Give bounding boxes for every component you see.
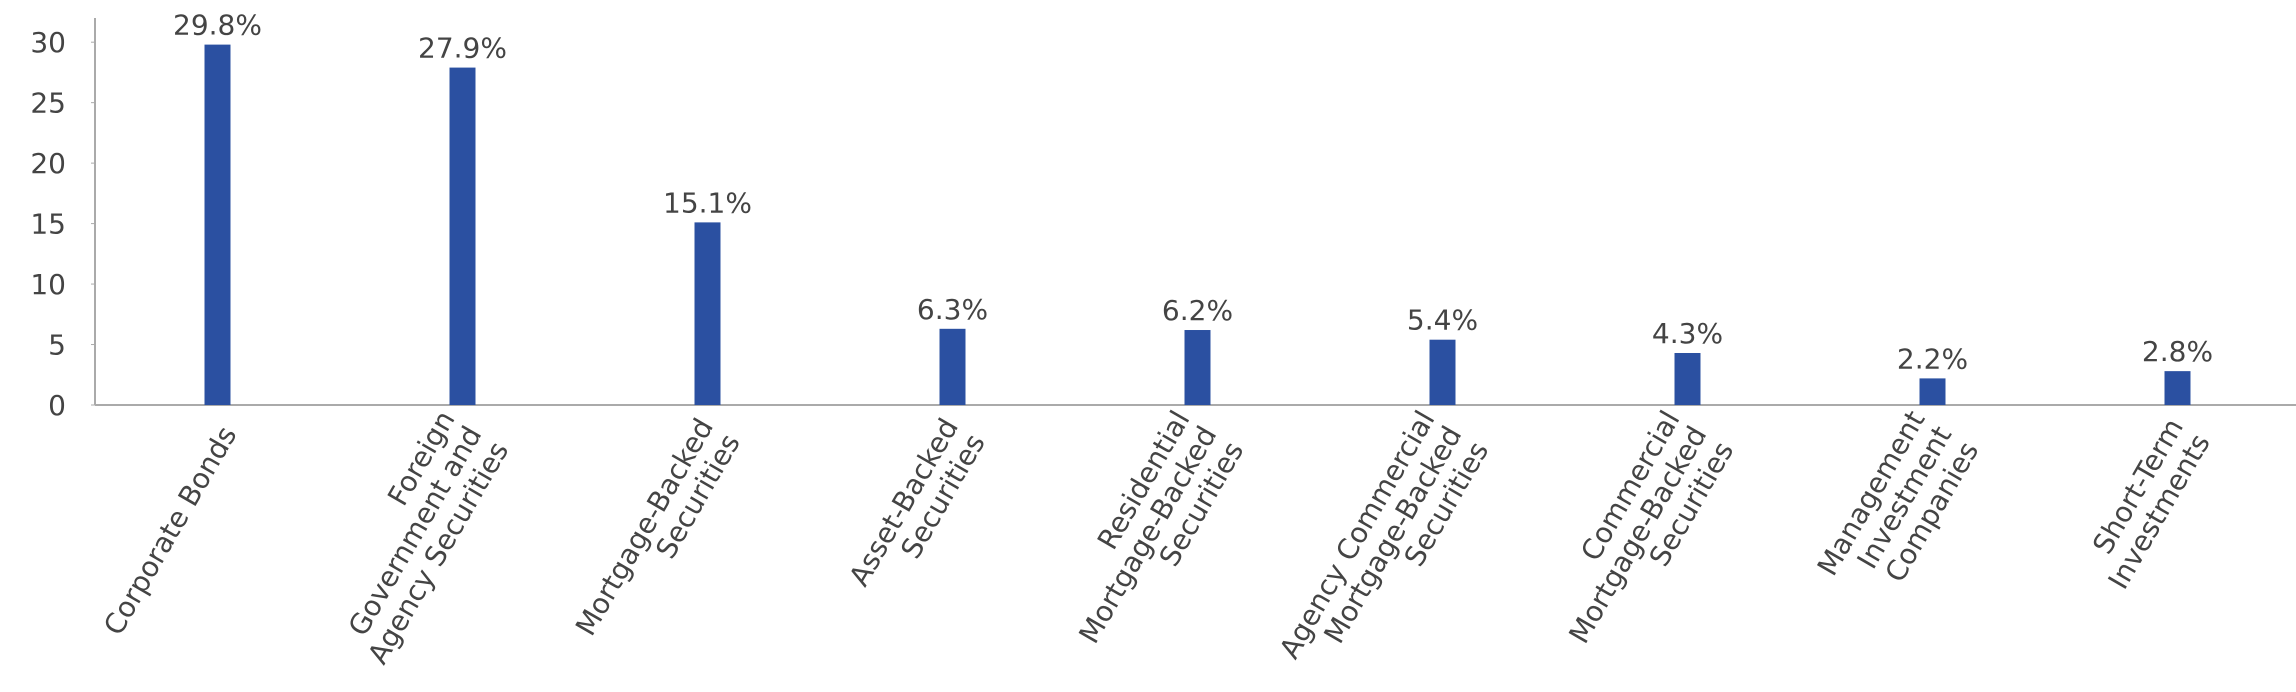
x-tick-label: CommercialMortgage-BackedSecurities [1536, 405, 1741, 665]
x-tick-label: ResidentialMortgage-BackedSecurities [1046, 405, 1251, 665]
x-tick-label: Agency CommercialMortgage-BackedSecuriti… [1273, 405, 1495, 692]
y-tick-label: 15 [30, 208, 66, 241]
data-label: 6.3% [917, 293, 988, 326]
y-tick-label: 10 [30, 268, 66, 301]
y-tick-label: 25 [30, 87, 66, 120]
bar [204, 44, 231, 405]
data-label: 2.8% [2142, 335, 2213, 368]
bar [939, 328, 966, 405]
bar [694, 222, 721, 405]
data-label: 29.8% [173, 9, 262, 42]
data-label: 15.1% [663, 186, 752, 219]
data-label: 27.9% [418, 32, 507, 65]
data-label: 4.3% [1652, 317, 1723, 350]
bar [1184, 330, 1211, 405]
x-tick-label: Corporate Bonds [97, 421, 243, 641]
bar [449, 67, 476, 405]
bar [1674, 352, 1701, 405]
bar [2164, 371, 2191, 405]
y-tick-label: 0 [48, 389, 66, 422]
bar [1429, 339, 1456, 405]
data-label: 2.2% [1897, 342, 1968, 375]
x-tick-label: Mortgage-BackedSecurities [569, 413, 747, 657]
x-tick-label: ManagementInvestmentCompanies [1811, 405, 1986, 612]
x-tick-label: ForeignGovernment andAgency Securities [308, 405, 516, 670]
bar [1919, 378, 1946, 405]
y-tick-label: 5 [48, 329, 66, 362]
x-tick-label: Short-TermInvestments [2075, 413, 2217, 595]
x-tick-label-line: Corporate Bonds [97, 421, 243, 641]
data-label: 6.2% [1162, 294, 1233, 327]
y-tick-label: 20 [30, 147, 66, 180]
x-tick-label: Asset-BackedSecurities [843, 413, 992, 607]
data-label: 5.4% [1407, 304, 1478, 337]
y-tick-label: 30 [30, 26, 66, 59]
